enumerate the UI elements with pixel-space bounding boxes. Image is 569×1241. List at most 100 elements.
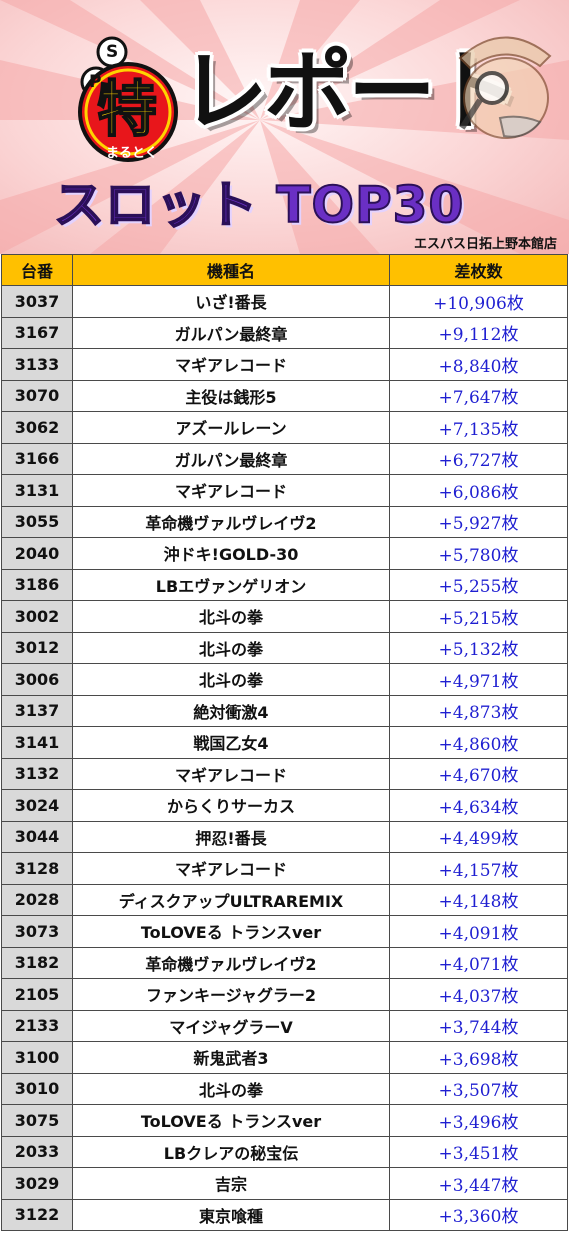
machine-name: 北斗の拳 <box>72 600 390 633</box>
machine-name: 沖ドキ!GOLD-30 <box>72 537 390 570</box>
diff-medals: +5,780枚 <box>389 537 568 570</box>
machine-number: 3029 <box>1 1167 73 1200</box>
machine-name: 革命機ヴァルヴレイヴ2 <box>72 505 390 538</box>
table-row: 3070 主役は銭形5 +7,647枚 <box>1 379 568 412</box>
machine-name: 戦国乙女4 <box>72 726 390 759</box>
machine-number: 3122 <box>1 1198 73 1231</box>
machine-name: 北斗の拳 <box>72 1072 390 1105</box>
machine-number: 2033 <box>1 1135 73 1168</box>
table-row: 2028 ディスクアップULTRAREMIX +4,148枚 <box>1 883 568 916</box>
table-row: 3100 新鬼武者3 +3,698枚 <box>1 1041 568 1074</box>
table-row: 3133 マギアレコード +8,840枚 <box>1 348 568 381</box>
table-row: 3128 マギアレコード +4,157枚 <box>1 852 568 885</box>
diff-medals: +7,647枚 <box>389 379 568 412</box>
machine-name: アズールレーン <box>72 411 390 444</box>
table-row: 2033 LBクレアの秘宝伝 +3,451枚 <box>1 1135 568 1168</box>
diff-medals: +3,744枚 <box>389 1009 568 1042</box>
table-row: 3122 東京喰種 +3,360枚 <box>1 1198 568 1231</box>
machine-number: 3141 <box>1 726 73 759</box>
machine-name: からくりサーカス <box>72 789 390 822</box>
machine-name: マギアレコード <box>72 474 390 507</box>
machine-name: マギアレコード <box>72 348 390 381</box>
table-row: 3024 からくりサーカス +4,634枚 <box>1 789 568 822</box>
logo-sp-p: P <box>89 72 102 92</box>
diff-medals: +3,698枚 <box>389 1041 568 1074</box>
store-name: エスパス日拓上野本館店 <box>413 237 557 252</box>
table-row: 3010 北斗の拳 +3,507枚 <box>1 1072 568 1105</box>
diff-medals: +3,496枚 <box>389 1104 568 1137</box>
machine-number: 3100 <box>1 1041 73 1074</box>
machine-number: 2133 <box>1 1009 73 1042</box>
machine-name: 革命機ヴァルヴレイヴ2 <box>72 946 390 979</box>
machine-name: 主役は銭形5 <box>72 379 390 412</box>
machine-number: 3182 <box>1 946 73 979</box>
machine-number: 3133 <box>1 348 73 381</box>
diff-medals: +3,507枚 <box>389 1072 568 1105</box>
machine-number: 3012 <box>1 631 73 664</box>
machine-number: 3070 <box>1 379 73 412</box>
ranking-table: 台番 機種名 差枚数 3037 いざ!番長 +10,906枚 3167 ガルパン最終章 +… <box>1 254 568 1231</box>
table-row: 3186 LBエヴァンゲリオン +5,255枚 <box>1 568 568 601</box>
machine-number: 3044 <box>1 820 73 853</box>
machine-number: 3128 <box>1 852 73 885</box>
machine-number: 3062 <box>1 411 73 444</box>
table-row: 3037 いざ!番長 +10,906枚 <box>1 285 568 318</box>
machine-number: 3055 <box>1 505 73 538</box>
machine-number: 3073 <box>1 915 73 948</box>
column-header-machine-no: 台番 <box>1 254 73 286</box>
table-row: 3012 北斗の拳 +5,132枚 <box>1 631 568 664</box>
diff-medals: +4,873枚 <box>389 694 568 727</box>
machine-name: ガルパン最終章 <box>72 316 390 349</box>
table-row: 3075 ToLOVEる トランスver +3,496枚 <box>1 1104 568 1137</box>
machine-number: 3186 <box>1 568 73 601</box>
logo-badge-sub: まるとく <box>106 146 158 161</box>
column-header-machine-name: 機種名 <box>72 254 390 286</box>
diff-medals: +3,451枚 <box>389 1135 568 1168</box>
machine-number: 2105 <box>1 978 73 1011</box>
machine-number: 2028 <box>1 883 73 916</box>
diff-medals: +10,906枚 <box>389 285 568 318</box>
machine-number: 3132 <box>1 757 73 790</box>
diff-medals: +8,840枚 <box>389 348 568 381</box>
machine-number: 3167 <box>1 316 73 349</box>
machine-name: マギアレコード <box>72 757 390 790</box>
table-body: 3037 いざ!番長 +10,906枚 3167 ガルパン最終章 +9,112枚 3133 マ… <box>1 285 568 1231</box>
column-header-diff: 差枚数 <box>389 254 568 286</box>
table-row: 3131 マギアレコード +6,086枚 <box>1 474 568 507</box>
machine-name: ToLOVEる トランスver <box>72 1104 390 1137</box>
table-row: 3166 ガルパン最終章 +6,727枚 <box>1 442 568 475</box>
diff-medals: +4,037枚 <box>389 978 568 1011</box>
table-row: 3141 戦国乙女4 +4,860枚 <box>1 726 568 759</box>
machine-number: 3166 <box>1 442 73 475</box>
maru-toku-badge <box>78 36 178 162</box>
machine-number: 3024 <box>1 789 73 822</box>
machine-name: 新鬼武者3 <box>72 1041 390 1074</box>
table-row: 3073 ToLOVEる トランスver +4,091枚 <box>1 915 568 948</box>
table-row: 2105 ファンキージャグラー2 +4,037枚 <box>1 978 568 1011</box>
diff-medals: +4,499枚 <box>389 820 568 853</box>
machine-number: 3006 <box>1 663 73 696</box>
machine-name: 絶対衝激4 <box>72 694 390 727</box>
table-row: 2040 沖ドキ!GOLD-30 +5,780枚 <box>1 537 568 570</box>
machine-number: 2040 <box>1 537 73 570</box>
diff-medals: +7,135枚 <box>389 411 568 444</box>
diff-medals: +5,255枚 <box>389 568 568 601</box>
table-row: 3029 吉宗 +3,447枚 <box>1 1167 568 1200</box>
diff-medals: +4,148枚 <box>389 883 568 916</box>
table-row: 3044 押忍!番長 +4,499枚 <box>1 820 568 853</box>
diff-medals: +3,360枚 <box>389 1198 568 1231</box>
machine-name: ファンキージャグラー2 <box>72 978 390 1011</box>
table-row: 3002 北斗の拳 +5,215枚 <box>1 600 568 633</box>
machine-number: 3075 <box>1 1104 73 1137</box>
diff-medals: +4,071枚 <box>389 946 568 979</box>
machine-name: マギアレコード <box>72 852 390 885</box>
machine-number: 3002 <box>1 600 73 633</box>
machine-name: 押忍!番長 <box>72 820 390 853</box>
table-row: 2133 マイジャグラーV +3,744枚 <box>1 1009 568 1042</box>
machine-name: いざ!番長 <box>72 285 390 318</box>
table-row: 3132 マギアレコード +4,670枚 <box>1 757 568 790</box>
diff-medals: +5,132枚 <box>389 631 568 664</box>
table-row: 3182 革命機ヴァルヴレイヴ2 +4,071枚 <box>1 946 568 979</box>
diff-medals: +3,447枚 <box>389 1167 568 1200</box>
table-row: 3137 絶対衝激4 +4,873枚 <box>1 694 568 727</box>
